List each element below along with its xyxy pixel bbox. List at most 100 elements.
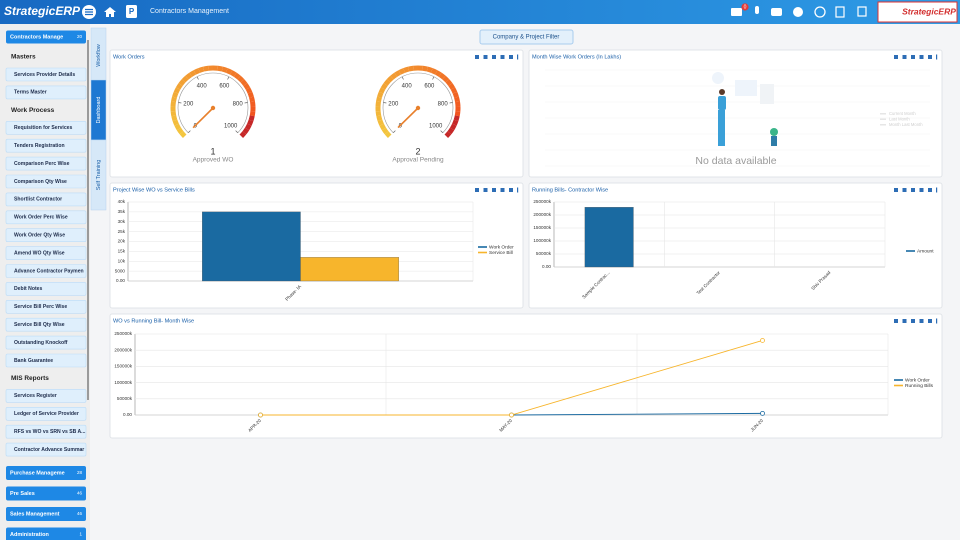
illustration <box>719 89 725 95</box>
sidebar-item-label: Terms Master <box>14 90 47 96</box>
sidebar-item[interactable] <box>5 192 87 207</box>
side-tab[interactable] <box>90 139 107 211</box>
panel-menu[interactable] <box>517 54 519 60</box>
panel-tool[interactable] <box>894 55 898 59</box>
panel-tool[interactable] <box>475 188 479 192</box>
illustration <box>718 96 726 110</box>
panel-tool[interactable] <box>902 188 907 192</box>
sidebar-item[interactable] <box>5 406 87 421</box>
sidebar-module[interactable] <box>6 466 86 480</box>
panel-tool[interactable] <box>911 188 915 192</box>
mic-icon[interactable] <box>755 6 759 14</box>
sidebar-item[interactable] <box>5 389 87 403</box>
bar <box>202 211 301 282</box>
sidebar-module[interactable] <box>6 527 86 540</box>
panel-tool[interactable] <box>894 188 898 192</box>
panel-tool[interactable] <box>928 319 932 323</box>
panel-tool[interactable] <box>919 188 924 192</box>
y-tick-label: 30k <box>118 219 126 224</box>
gauge-label: Approval Pending <box>392 157 444 164</box>
sidebar-module[interactable] <box>6 486 86 501</box>
gauge-band <box>240 79 248 86</box>
sidebar-item[interactable] <box>5 424 87 439</box>
panel-tool[interactable] <box>500 55 505 59</box>
sidebar-item[interactable] <box>5 335 87 350</box>
gauge-tick <box>401 76 404 80</box>
filter-label: Company & Project Filter <box>493 35 560 41</box>
help-icon[interactable] <box>814 6 826 18</box>
gauge-band <box>379 123 387 131</box>
sidebar-item[interactable] <box>5 442 87 457</box>
panel-tool[interactable] <box>509 188 513 192</box>
panel-tool[interactable] <box>894 319 898 323</box>
panel-tool[interactable] <box>928 188 932 192</box>
sidebar-item[interactable] <box>5 228 87 242</box>
panel-tool[interactable] <box>509 55 513 59</box>
chart-icon[interactable] <box>793 7 803 17</box>
sidebar-item[interactable] <box>5 174 87 189</box>
mail-icon[interactable] <box>731 8 742 16</box>
panel-tool[interactable] <box>911 319 915 323</box>
sidebar-item[interactable] <box>5 85 87 100</box>
home-icon[interactable] <box>104 7 116 17</box>
gauge-band <box>245 87 253 94</box>
module-badge-box[interactable] <box>126 5 137 18</box>
gauge-value: 1 <box>210 146 215 156</box>
gauge-band <box>172 91 179 98</box>
illustration <box>718 110 725 146</box>
panel-tool[interactable] <box>475 55 479 59</box>
calculator-icon[interactable] <box>835 6 845 18</box>
gauge-band <box>454 96 460 103</box>
sidebar-item-label: Work Order Qty Wise <box>14 233 65 239</box>
filter-button[interactable] <box>479 29 574 45</box>
legend-swatch <box>894 379 903 381</box>
panel-menu[interactable] <box>936 187 938 193</box>
window-icon[interactable] <box>857 6 867 17</box>
sidebar-item[interactable] <box>5 317 87 332</box>
sidebar-item[interactable] <box>5 282 87 296</box>
sidebar-module[interactable] <box>6 30 86 44</box>
sidebar-item[interactable] <box>5 67 87 82</box>
sidebar-module-count: 46 <box>77 491 83 496</box>
panel-menu[interactable] <box>517 187 519 193</box>
y-tick-label: 35k <box>118 209 126 214</box>
sidebar-item[interactable] <box>5 353 87 368</box>
panel-tool[interactable] <box>500 188 505 192</box>
sidebar-item[interactable] <box>5 264 87 278</box>
panel-tool[interactable] <box>492 55 496 59</box>
gauge-band <box>383 79 391 86</box>
panel-title: WO vs Running Bill- Month Wise <box>113 318 194 324</box>
y-tick-label: 10k <box>118 258 126 263</box>
gauge-band <box>249 110 256 117</box>
y-tick-label: 40k <box>118 199 126 204</box>
sidebar-item-label: Tenders Registration <box>14 143 65 149</box>
panel-tool[interactable] <box>928 55 932 59</box>
panel-tool[interactable] <box>919 319 924 323</box>
gauge-band <box>377 91 384 98</box>
y-tick-label: 250000k <box>533 199 551 204</box>
sidebar-item[interactable] <box>5 299 87 314</box>
sidebar-item[interactable] <box>5 210 87 225</box>
panel-tool[interactable] <box>902 55 907 59</box>
panel-tool[interactable] <box>902 319 907 323</box>
panel-menu[interactable] <box>936 318 938 324</box>
gauge-band <box>426 66 433 73</box>
sidebar-module-count: 20 <box>77 34 83 39</box>
panel-tool[interactable] <box>492 188 496 192</box>
panel-tool[interactable] <box>911 55 915 59</box>
sidebar-item[interactable] <box>5 138 87 153</box>
sidebar-item[interactable] <box>5 246 87 260</box>
panel-tool[interactable] <box>483 188 488 192</box>
panel-tool[interactable] <box>483 55 488 59</box>
panel-menu[interactable] <box>936 54 938 60</box>
panel-tool[interactable] <box>919 55 924 59</box>
sidebar-item-label: Comparison Perc Wise <box>14 161 70 167</box>
video-icon[interactable] <box>771 8 782 16</box>
gauge-band <box>438 72 446 80</box>
sidebar-item[interactable] <box>5 121 87 135</box>
gauge-band <box>247 119 254 126</box>
panel-title: Running Bills- Contractor Wise <box>532 187 608 193</box>
sidebar-item[interactable] <box>5 156 87 171</box>
sidebar-module[interactable] <box>6 507 86 521</box>
